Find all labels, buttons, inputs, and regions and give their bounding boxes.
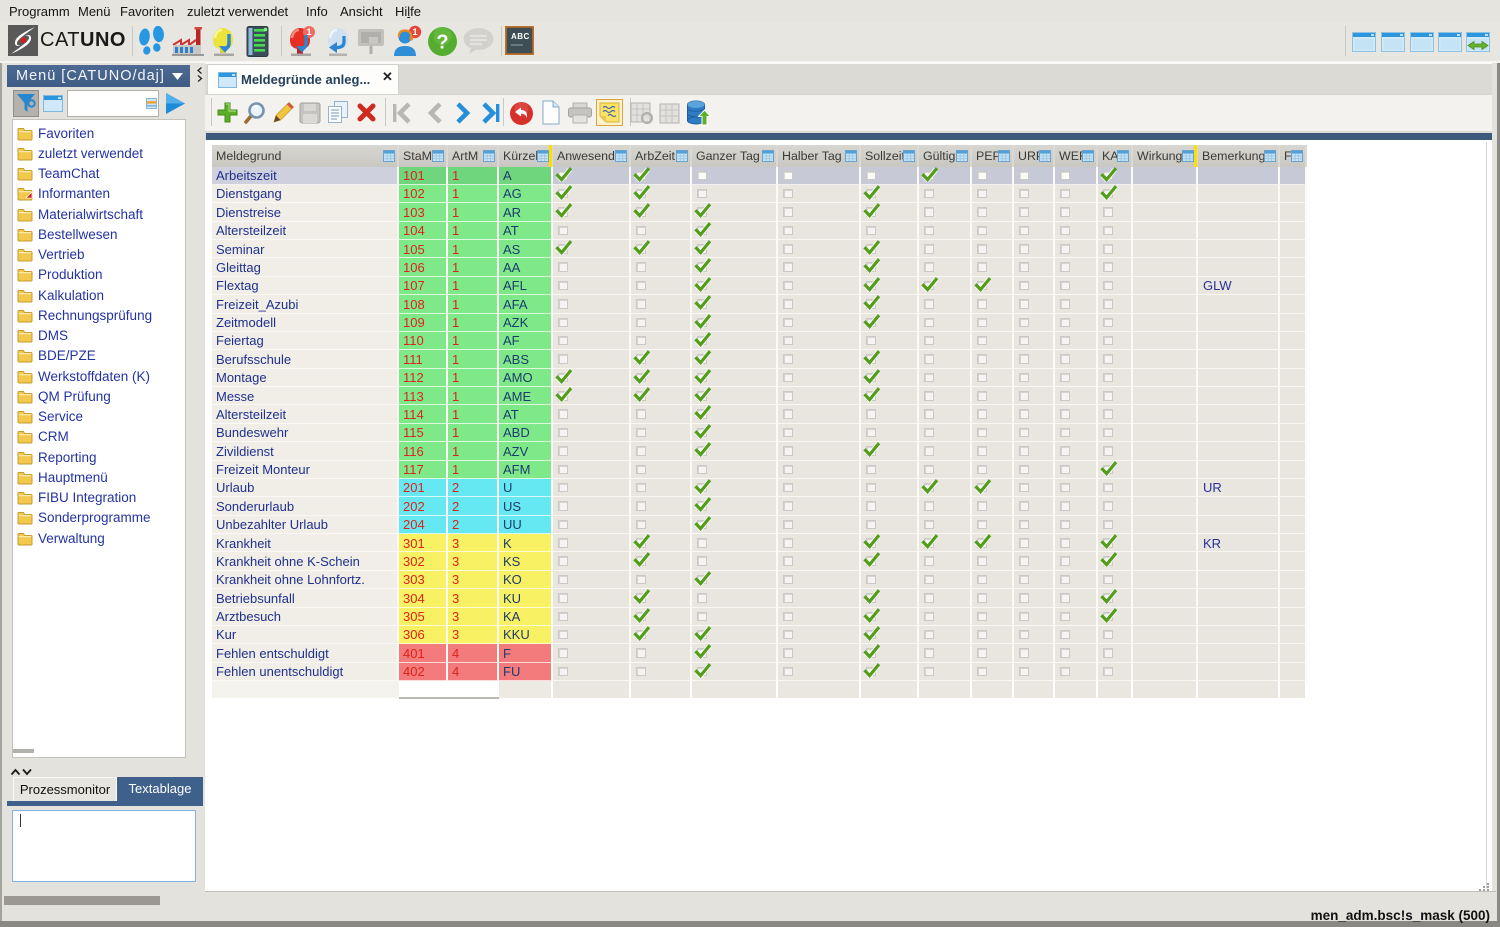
- svg-text:?: ?: [436, 32, 448, 54]
- svg-text:ABC: ABC: [511, 32, 530, 41]
- svg-text:1: 1: [306, 27, 311, 37]
- svg-text:1: 1: [412, 27, 418, 38]
